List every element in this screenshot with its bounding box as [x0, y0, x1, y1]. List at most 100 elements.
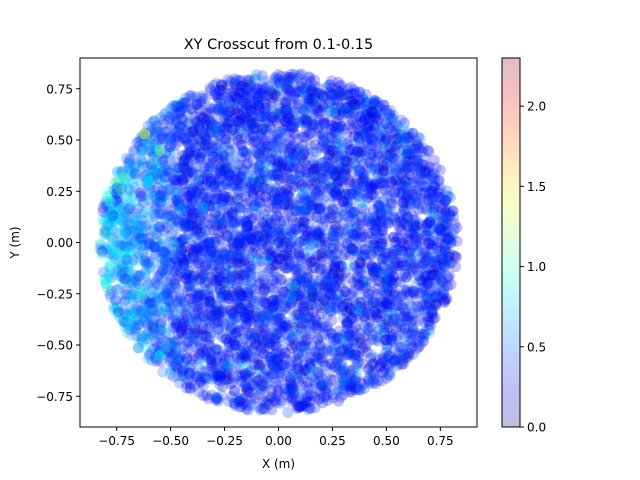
scatter-point [261, 312, 273, 324]
scatter-point [164, 329, 176, 341]
scatter-point [254, 388, 266, 400]
scatter-point [252, 383, 263, 395]
scatter-point [296, 380, 307, 391]
scatter-point [234, 286, 246, 298]
scatter-point [226, 376, 238, 388]
scatter-point [268, 73, 280, 85]
scatter-point [329, 108, 341, 120]
scatter-point [398, 358, 409, 370]
scatter-point [397, 216, 409, 228]
scatter-point [299, 193, 311, 204]
scatter-point [309, 226, 321, 238]
scatter-point [382, 255, 394, 267]
scatter-point [229, 314, 241, 326]
scatter-point [178, 160, 190, 171]
scatter-point [339, 232, 351, 244]
scatter-point [159, 255, 171, 267]
scatter-point [301, 172, 313, 183]
scatter-point [223, 169, 235, 181]
scatter-point [348, 285, 360, 296]
scatter-point [341, 305, 353, 317]
scatter-point [271, 200, 283, 212]
scatter-point [170, 208, 182, 220]
scatter-point [265, 123, 277, 135]
scatter-point [327, 190, 339, 202]
scatter-point [193, 291, 205, 303]
scatter-point [256, 311, 268, 322]
scatter-point [230, 80, 242, 92]
scatter-point [219, 374, 231, 386]
scatter-point [266, 368, 278, 380]
scatter-point [264, 245, 276, 257]
scatter-point [235, 394, 247, 405]
scatter-point [312, 219, 324, 231]
scatter-point [352, 264, 364, 276]
scatter-point [384, 366, 396, 378]
scatter-point [421, 251, 433, 263]
scatter-point [291, 363, 303, 375]
scatter-point [391, 217, 403, 229]
scatter-point [288, 318, 300, 330]
scatter-point [351, 242, 363, 254]
scatter-point [228, 87, 240, 99]
scatter-point [272, 384, 284, 396]
scatter-point [260, 144, 272, 156]
scatter-point [121, 254, 133, 266]
scatter-point [256, 129, 267, 141]
scatter-point [121, 284, 133, 295]
scatter-point [265, 220, 277, 232]
scatter-point [327, 167, 339, 179]
scatter-point [169, 322, 181, 334]
scatter-point [399, 307, 411, 319]
scatter-point [212, 351, 223, 363]
scatter-point [251, 186, 263, 197]
scatter-point [359, 320, 371, 332]
scatter-point [105, 213, 117, 225]
scatter-point [206, 258, 218, 270]
scatter-point [371, 308, 383, 319]
scatter-point [265, 153, 277, 165]
scatter-point [156, 156, 168, 168]
scatter-point [236, 401, 248, 413]
scatter-point [209, 120, 221, 132]
scatter-point [339, 379, 351, 391]
scatter-point [403, 348, 415, 360]
scatter-point [317, 90, 329, 102]
scatter-point [196, 245, 208, 257]
scatter-point [241, 383, 253, 395]
scatter-point [213, 105, 225, 116]
scatter-point [215, 101, 227, 113]
scatter-point [133, 136, 145, 148]
scatter-point [296, 68, 307, 80]
scatter-point [281, 166, 293, 178]
scatter-point [212, 374, 224, 386]
scatter-point [208, 79, 220, 91]
scatter-point [244, 117, 256, 129]
scatter-point [171, 282, 182, 294]
scatter-point [186, 135, 198, 147]
scatter-point [239, 254, 251, 265]
scatter-point [376, 238, 387, 250]
scatter-point [241, 372, 253, 384]
scatter-point [435, 192, 447, 204]
scatter-point [234, 253, 246, 265]
scatter-point [161, 126, 173, 138]
scatter-point [367, 239, 379, 251]
scatter-point [210, 254, 222, 266]
scatter-point [221, 167, 233, 179]
scatter-point [282, 241, 293, 253]
scatter-point [136, 246, 148, 258]
scatter-point [204, 233, 216, 245]
scatter-point [422, 225, 434, 237]
scatter-point [346, 287, 358, 299]
scatter-point [199, 240, 211, 252]
chart-title: XY Crosscut from 0.1-0.15 [184, 37, 374, 53]
scatter-point [312, 332, 324, 344]
scatter-point [377, 260, 389, 272]
scatter-point [388, 126, 400, 138]
scatter-point [413, 341, 425, 353]
scatter-point [272, 85, 284, 96]
scatter-point [116, 185, 128, 197]
scatter-point [403, 289, 415, 300]
scatter-point [221, 175, 233, 187]
